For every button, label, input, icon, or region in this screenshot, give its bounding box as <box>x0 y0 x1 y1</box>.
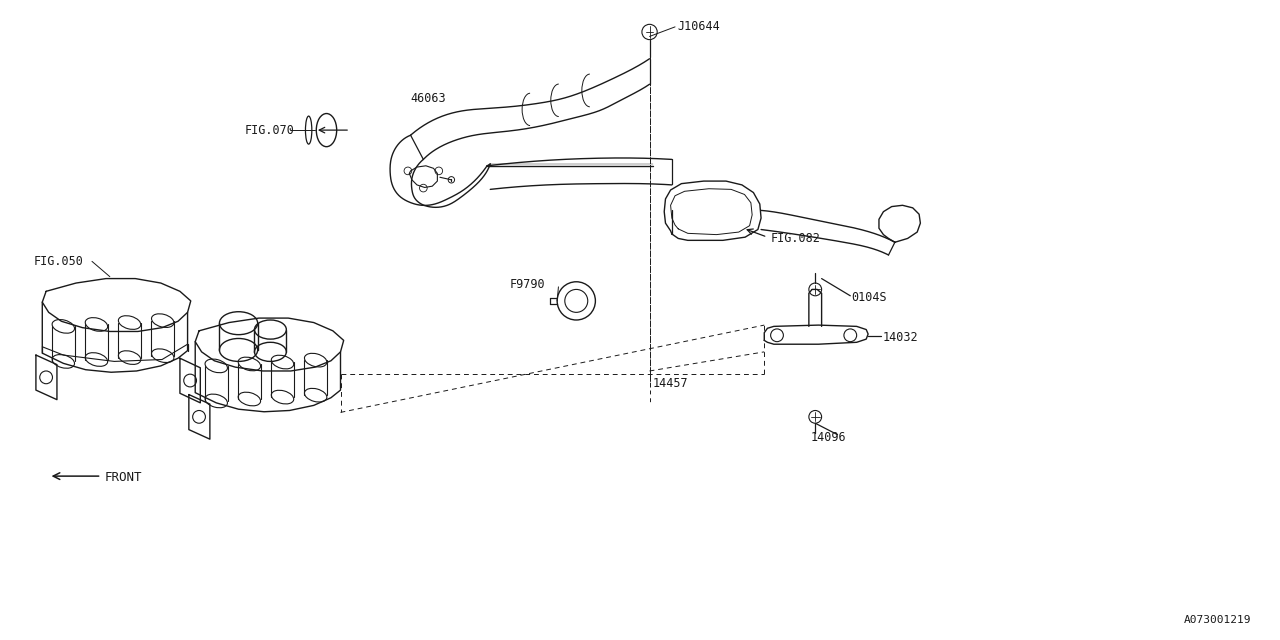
Text: FRONT: FRONT <box>105 471 142 484</box>
Text: 14096: 14096 <box>810 431 846 444</box>
Text: FIG.050: FIG.050 <box>33 255 83 268</box>
Text: 0104S: 0104S <box>851 291 887 304</box>
Text: FIG.070: FIG.070 <box>244 124 294 136</box>
Text: A073001219: A073001219 <box>1184 614 1252 625</box>
Text: 14457: 14457 <box>653 377 689 390</box>
Text: 14032: 14032 <box>882 332 918 344</box>
Text: F9790: F9790 <box>509 278 545 291</box>
Text: J10644: J10644 <box>677 20 719 33</box>
Text: 46063: 46063 <box>411 92 447 105</box>
Text: FIG.082: FIG.082 <box>771 232 820 245</box>
